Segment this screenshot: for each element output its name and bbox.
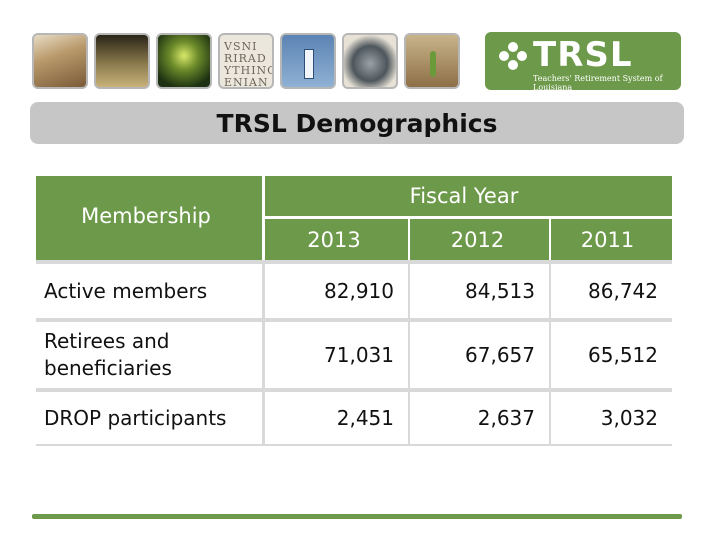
value-cell: 67,657 — [410, 322, 549, 388]
stone-inscription-photo: VSNI RIRAD YTHING ENIAN — [218, 33, 274, 89]
door-icon — [304, 49, 314, 79]
footer-divider — [32, 514, 682, 519]
library-photo — [94, 33, 150, 89]
value-cell: 2,637 — [410, 392, 549, 444]
value-cell: 82,910 — [265, 264, 408, 318]
capitol-photo — [32, 33, 88, 89]
value-cell: 71,031 — [265, 322, 408, 388]
year-header-cell: 2011 — [551, 219, 672, 260]
logo-mark-icon — [499, 42, 527, 70]
title-bar: TRSL Demographics — [30, 102, 684, 144]
year-2013-header: 2013 — [307, 228, 361, 252]
logo-brand: TRSL — [533, 35, 633, 75]
fiscal-year-header-cell: Fiscal Year — [265, 176, 672, 216]
row-label: DROP participants — [36, 392, 262, 444]
membership-header: Membership — [81, 204, 211, 228]
row-divider — [36, 260, 672, 264]
row-divider — [36, 318, 672, 322]
logo-tagline: Teachers' Retirement System of Louisiana — [533, 74, 663, 92]
trsl-logo: TRSL Teachers' Retirement System of Loui… — [485, 32, 681, 92]
value-cell: 84,513 — [410, 264, 549, 318]
door-photo — [280, 33, 336, 89]
fiscal-year-header: Fiscal Year — [409, 184, 519, 208]
row-label: Active members — [36, 264, 262, 318]
open-book-photo — [156, 33, 212, 89]
page-title: TRSL Demographics — [216, 108, 498, 138]
row-divider — [36, 388, 672, 392]
column-divider — [262, 260, 265, 446]
column-divider — [549, 260, 551, 446]
membership-header-cell: Membership — [36, 176, 262, 260]
sprout-photo — [404, 33, 460, 89]
year-header-cell: 2012 — [410, 219, 549, 260]
value-cell: 65,512 — [551, 322, 672, 388]
year-2012-header: 2012 — [450, 228, 505, 252]
value-cell: 2,451 — [265, 392, 408, 444]
row-divider — [36, 444, 672, 446]
seedling-icon — [430, 51, 436, 77]
column-divider — [408, 260, 410, 446]
value-cell: 3,032 — [551, 392, 672, 444]
year-header-cell: 2013 — [265, 219, 408, 260]
row-label: Retirees and beneficiaries — [36, 322, 236, 388]
globe-photo — [342, 33, 398, 89]
year-2011-header: 2011 — [580, 228, 635, 252]
inscription-text: VSNI RIRAD YTHING ENIAN — [224, 40, 274, 89]
demographics-table: Membership Fiscal Year 2013 2012 2011 Ac… — [36, 176, 672, 446]
value-cell: 86,742 — [551, 264, 672, 318]
header-banner: VSNI RIRAD YTHING ENIAN TRSL Teachers' R… — [32, 30, 682, 92]
